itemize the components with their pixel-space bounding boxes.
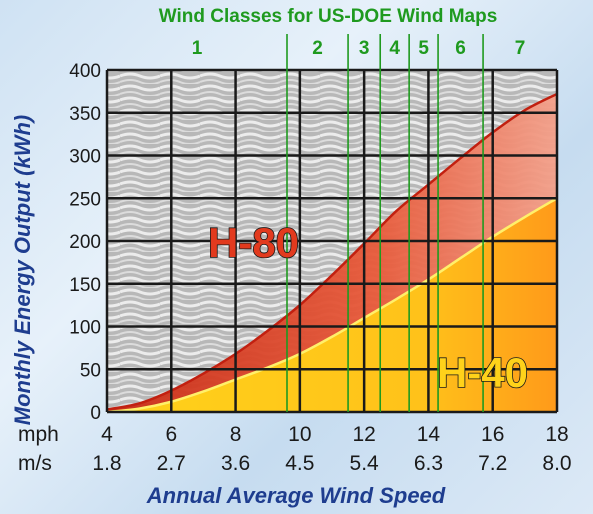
y-tick-label: 300 [69,147,101,168]
x-tick-label-mph: 18 [545,423,568,446]
x-tick-label-mph: 10 [288,423,311,446]
y-axis-title: Monthly Energy Output (kWh) [10,115,35,425]
x-tick-label-mph: 4 [101,423,113,446]
x-tick-label-mph: 8 [230,423,242,446]
h40-series-label: H-40 [437,349,528,396]
wind-class-label: 4 [389,38,400,59]
x-tick-label-mph: 12 [352,423,375,446]
x-tick-label-ms: 8.0 [542,452,571,475]
wind-class-label: 1 [192,38,203,59]
y-tick-label: 100 [69,318,101,339]
x-unit-mph: mph [18,423,59,446]
x-unit-ms: m/s [18,452,52,475]
y-tick-label: 350 [69,104,101,125]
x-tick-label-mph: 16 [481,423,504,446]
h80-series-label: H-80 [208,219,299,266]
x-tick-label-mph: 14 [417,423,441,446]
wind-class-label: 3 [359,38,370,59]
x-axis-title: Annual Average Wind Speed [146,483,446,508]
x-tick-label-ms: 7.2 [478,452,507,475]
x-tick-label-ms: 4.5 [285,452,314,475]
chart-title: Wind Classes for US-DOE Wind Maps [159,6,498,27]
y-tick-label: 200 [69,232,101,253]
x-tick-label-ms: 2.7 [157,452,186,475]
x-tick-label-ms: 1.8 [92,452,121,475]
y-tick-label: 0 [90,403,101,424]
wind-class-label: 5 [418,38,429,59]
x-tick-label-ms: 6.3 [414,452,443,475]
x-tick-label-ms: 3.6 [221,452,250,475]
y-tick-label: 50 [80,360,101,381]
x-tick-label-mph: 6 [165,423,177,446]
wind-class-label: 7 [515,38,526,59]
h40-area [107,198,557,412]
wind-class-label: 2 [312,38,323,59]
y-tick-label: 150 [69,275,101,296]
wind-class-label: 6 [455,38,466,59]
x-tick-label-ms: 5.4 [350,452,380,475]
y-tick-label: 250 [69,189,101,210]
y-tick-label: 400 [69,61,101,82]
